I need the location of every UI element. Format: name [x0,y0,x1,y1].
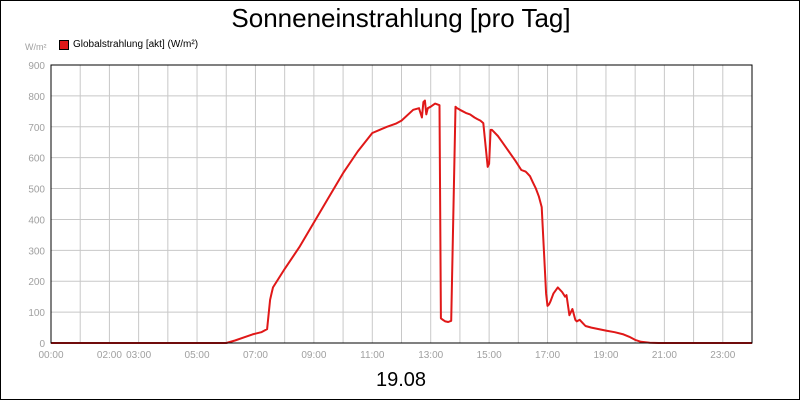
y-tick-label: 400 [28,215,45,226]
x-tick-label: 00:00 [38,350,63,361]
legend-swatch [59,39,69,50]
y-tick-label: 0 [39,339,45,350]
series-line-0 [51,99,752,344]
y-tick-label: 300 [28,246,45,257]
date-label: 19.08 [375,369,427,391]
y-tick-label: 900 [28,61,45,72]
tick-layer: 0 100 200 300 400 500 600 700 800 900 00:00 02:00 03… [28,61,735,361]
y-axis-unit-label: W/m² [25,42,47,52]
y-tick-label: 800 [28,92,45,103]
y-tick-label: 100 [28,308,45,319]
x-tick-label: 15:00 [477,350,502,361]
y-tick-label: 700 [28,123,45,134]
legend-entry-label: Globalstrahlung [akt] (W/m²) [73,39,199,50]
plot-border [50,64,753,344]
chart-title: Sonneneinstrahlung [pro Tag] [231,3,571,33]
x-tick-label: 19:00 [593,350,618,361]
x-tick-label: 11:00 [360,350,385,361]
grid-layer [51,65,752,343]
x-tick-label: 02:00 [97,350,122,361]
series-layer [51,99,752,344]
y-tick-label: 600 [28,154,45,165]
y-tick-label: 200 [28,277,45,288]
x-tick-label: 17:00 [535,350,560,361]
y-tick-label: 500 [28,185,45,196]
x-tick-label: 21:00 [652,350,677,361]
x-tick-label: 05:00 [185,350,210,361]
legend: Globalstrahlung [akt] (W/m²) [59,39,198,50]
x-tick-label: 13:00 [418,350,443,361]
x-tick-label: 09:00 [301,350,326,361]
x-tick-label: 23:00 [710,350,735,361]
x-tick-label: 07:00 [243,350,268,361]
x-tick-label: 03:00 [126,350,151,361]
